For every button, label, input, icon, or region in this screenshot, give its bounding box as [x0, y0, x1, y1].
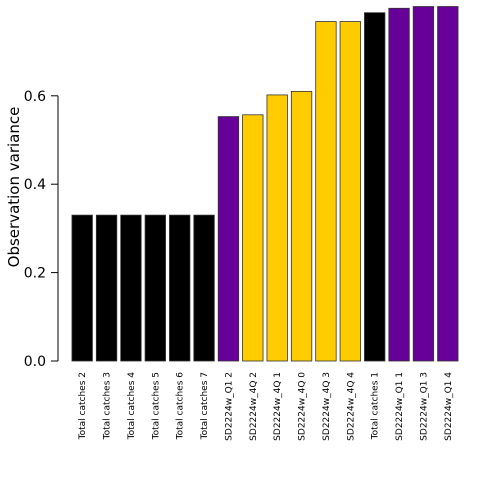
x-tick-label: Total catches 6 [176, 372, 186, 441]
bar [364, 12, 386, 362]
y-tick-label: 0.6 [24, 89, 46, 105]
bar [412, 6, 435, 362]
x-tick-label: Total catches 4 [127, 372, 137, 441]
x-tick-label: SD2224w_Q1 4 [444, 372, 454, 441]
bar [242, 114, 264, 362]
bar [217, 116, 240, 362]
bar [144, 214, 166, 362]
bar [388, 7, 410, 362]
y-tick-label: 0.4 [24, 177, 46, 193]
bar [120, 214, 142, 362]
bar [95, 214, 118, 362]
x-tick-label: Total catches 2 [78, 372, 88, 440]
x-tick-label: SD2224w_4Q 1 [273, 372, 283, 441]
x-tick-label: SD2224w_Q1 3 [419, 372, 429, 441]
y-tick-label: 0.2 [24, 266, 46, 282]
y-tick-label: 0.0 [24, 354, 46, 370]
bar [169, 214, 191, 362]
bar [290, 90, 313, 362]
y-axis: 0.0 0.2 0.4 0.6 [24, 89, 59, 370]
bar [339, 21, 361, 362]
bar [437, 6, 459, 362]
bar [266, 94, 288, 362]
x-tick-label: SD2224w_Q1 2 [224, 372, 234, 441]
x-tick-label: Total catches 7 [200, 372, 210, 440]
x-tick-label: Total catches 1 [371, 372, 381, 440]
bar [193, 214, 215, 362]
x-tick-label: Total catches 5 [151, 372, 161, 440]
x-tick-label: SD2224w_4Q 2 [249, 372, 259, 441]
bar [71, 214, 93, 362]
x-tick-label: Total catches 3 [103, 372, 113, 440]
x-tick-label: SD2224w_Q1 1 [395, 372, 405, 441]
x-axis-labels: Total catches 2 Total catches 3 Total catc… [78, 372, 454, 441]
bar [315, 21, 337, 362]
bars [71, 6, 459, 362]
y-axis-label: Observation variance [5, 107, 23, 268]
x-tick-label: SD2224w_4Q 3 [322, 372, 332, 441]
x-tick-label: SD2224w_4Q 0 [298, 372, 308, 441]
x-tick-label: SD2224w_4Q 4 [346, 372, 356, 441]
